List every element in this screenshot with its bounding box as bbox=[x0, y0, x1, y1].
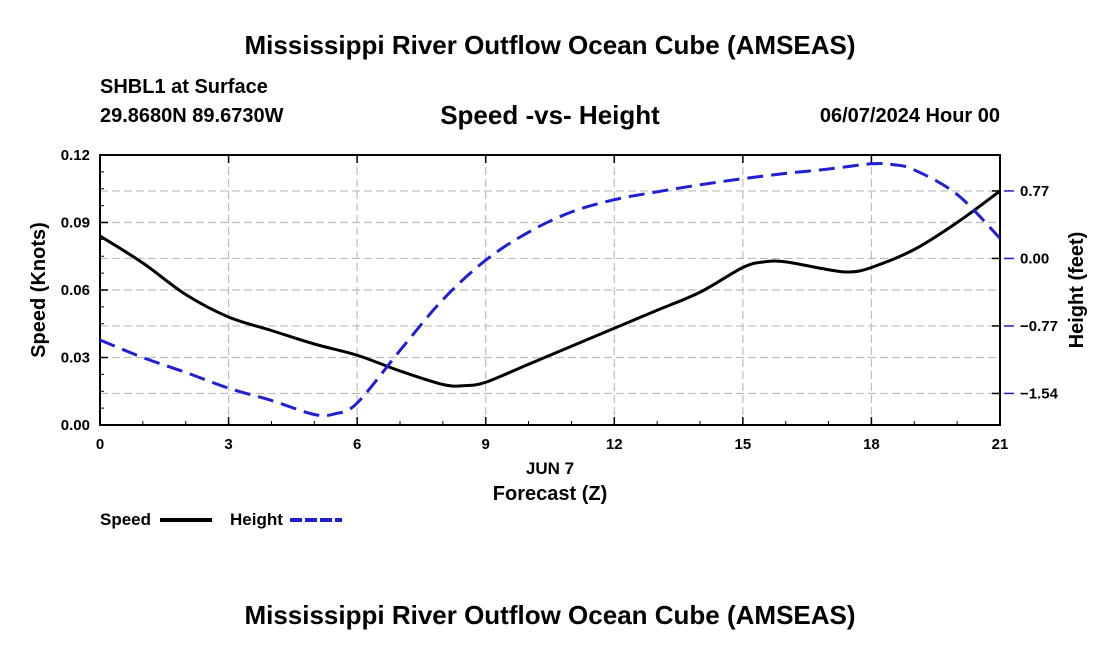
y-tick-label: 0.03 bbox=[61, 350, 90, 367]
x-tick-label: 3 bbox=[224, 436, 232, 453]
footer-title: Mississippi River Outflow Ocean Cube (AM… bbox=[244, 600, 856, 630]
x-tick-label: 0 bbox=[96, 436, 104, 453]
y2-tick-label: 0.00 bbox=[1020, 250, 1049, 267]
axes: 0 3 6 9 12 15 18 21 0.00 0.03 0.06 0.09 0.12 −1.54 −0.… bbox=[61, 147, 1059, 453]
x-tick-label: 9 bbox=[482, 436, 490, 453]
y2-tick-label: −1.54 bbox=[1020, 385, 1059, 402]
y-tick-label: 0.00 bbox=[61, 417, 90, 434]
series-line-speed bbox=[99, 189, 1001, 388]
x-tick-label: 18 bbox=[863, 436, 880, 453]
y2-tick-label: 0.77 bbox=[1020, 183, 1049, 200]
x-tick-label: 15 bbox=[735, 436, 752, 453]
legend-height-label: Height bbox=[230, 510, 283, 529]
series-line-height bbox=[99, 161, 1002, 418]
station-label: SHBL1 at Surface bbox=[100, 76, 268, 98]
x-date-label: JUN 7 bbox=[526, 459, 574, 478]
x-axis-title: Forecast (Z) bbox=[493, 483, 607, 505]
coordinates-label: 29.8680N 89.6730W bbox=[100, 105, 284, 127]
y-axis-title: Speed (Knots) bbox=[28, 222, 50, 358]
x-tick-label: 6 bbox=[353, 436, 361, 453]
y2-tick-label: −0.77 bbox=[1020, 318, 1058, 335]
chart-subtitle: Speed -vs- Height bbox=[440, 100, 660, 130]
y-tick-label: 0.09 bbox=[61, 215, 90, 232]
y-tick-label: 0.06 bbox=[61, 282, 90, 299]
grid bbox=[100, 155, 1000, 425]
main-title: Mississippi River Outflow Ocean Cube (AM… bbox=[244, 30, 856, 60]
datetime-label: 06/07/2024 Hour 00 bbox=[819, 105, 1000, 127]
y2-axis-title: Height (feet) bbox=[1066, 232, 1088, 349]
x-tick-label: 21 bbox=[992, 436, 1009, 453]
series-lines bbox=[99, 161, 1002, 418]
x-tick-label: 12 bbox=[606, 436, 623, 453]
y-tick-label: 0.12 bbox=[61, 147, 90, 164]
legend-speed-label: Speed bbox=[100, 510, 152, 529]
